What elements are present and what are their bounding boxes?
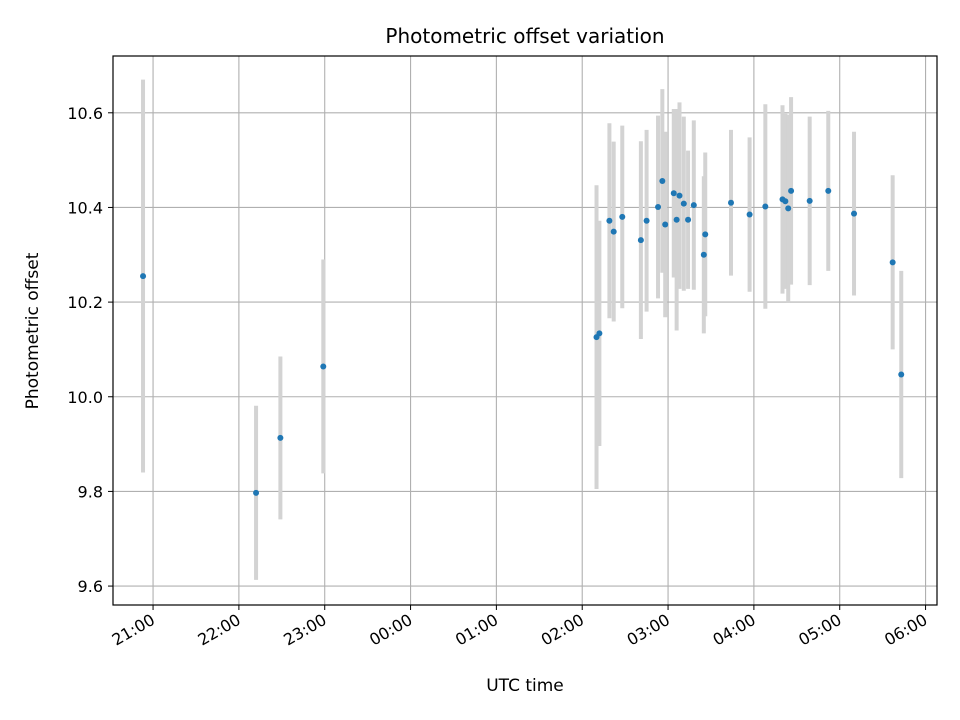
data-point [673,216,680,223]
data-point [702,231,709,238]
data-point [662,221,669,228]
x-tick-label: 06:00 [881,610,930,650]
x-tick-label: 21:00 [109,610,158,650]
x-axis-label: UTC time [486,676,564,696]
data-point [785,205,792,212]
data-point [685,216,692,223]
x-axis-ticks: 21:00 22:00 23:00 00:00 01:00 02:00 03:00 04:00… [109,605,931,650]
data-point [670,190,677,197]
data-point [140,273,147,280]
data-point [700,251,707,258]
data-point [851,210,858,217]
x-tick-label: 05:00 [795,610,844,650]
data-point [825,187,832,194]
x-tick-label: 04:00 [709,610,758,650]
data-point [690,202,697,209]
y-tick-label: 10.0 [67,388,103,407]
data-point [762,203,769,210]
data-point [320,363,327,370]
x-tick-label: 23:00 [280,610,329,650]
data-point [889,259,896,266]
data-point [782,198,789,205]
y-axis-ticks: 9.6 9.8 10.0 10.2 10.4 10.6 [67,104,113,596]
x-tick-label: 03:00 [624,610,673,650]
data-point [637,237,644,244]
y-tick-label: 10.6 [67,104,103,123]
data-point [619,213,626,220]
y-tick-label: 9.8 [78,482,103,501]
grid [113,56,937,605]
data-point [746,211,753,218]
y-tick-label: 10.4 [67,198,103,217]
data-point [643,217,650,224]
x-tick-label: 22:00 [194,610,243,650]
data-point [606,217,613,224]
y-tick-label: 10.2 [67,293,103,312]
chart-title: Photometric offset variation [385,24,664,48]
x-tick-label: 00:00 [366,610,415,650]
y-axis-label: Photometric offset [23,252,43,409]
data-points [140,177,905,496]
error-bars [141,79,904,580]
data-point [277,434,284,441]
data-point [788,187,795,194]
data-point [806,197,813,204]
x-tick-label: 01:00 [452,610,501,650]
data-point [680,200,687,207]
y-tick-label: 9.6 [78,577,103,596]
data-point [596,330,603,337]
x-tick-label: 02:00 [538,610,587,650]
plot-frame [112,55,938,606]
data-point [659,177,666,184]
data-point [728,199,734,206]
data-point [898,371,905,378]
data-point [655,203,662,210]
data-point [676,192,683,199]
data-point [610,228,617,235]
data-point [253,489,260,496]
